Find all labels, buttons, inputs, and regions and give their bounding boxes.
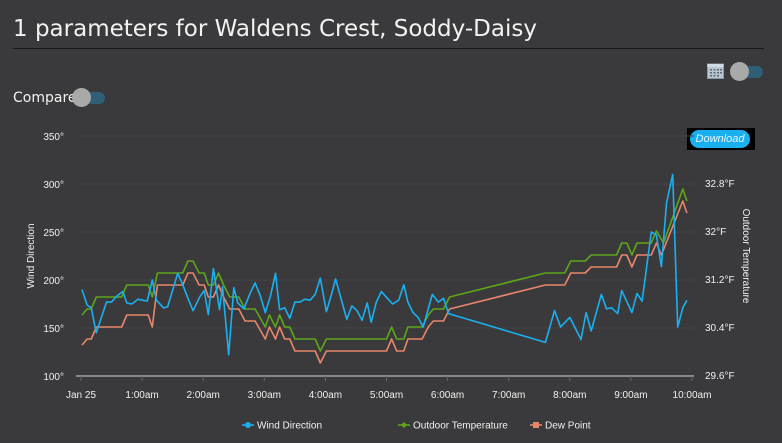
legend-item-label: Dew Point [545,421,591,432]
legend-item-label: Wind Direction [257,421,322,432]
x-tick-label: 9:00am [614,390,647,401]
series-line-outdoor-temperature [81,188,688,352]
y-left-tick-label: 250° [43,228,64,239]
y-left-tick-label: 150° [43,324,64,335]
y-left-axis-title: Wind Direction [26,223,37,288]
compare-toggle[interactable] [72,88,105,107]
toggle-knob [72,88,91,107]
y-right-tick-label: 29.6°F [705,371,735,382]
x-tick-label: 6:00am [431,390,464,401]
x-tick-label: 5:00am [370,390,403,401]
x-tick-label: 7:00am [492,390,525,401]
x-tick-label: 1:00am [125,390,158,401]
y-right-tick-label: 32.8°F [705,179,735,190]
date-range-toggle[interactable] [730,62,763,81]
legend-marker-square [533,422,539,428]
download-button-frame: Download [687,128,755,150]
y-left-tick-label: 200° [43,276,64,287]
series-line-wind-direction [81,173,688,356]
toggle-knob [730,62,749,81]
title-divider [13,48,764,49]
legend-marker-circle [245,422,251,428]
page-title: 1 parameters for Waldens Crest, Soddy-Da… [13,16,537,42]
x-tick-label: 10:00am [673,390,712,401]
x-tick-label: 4:00am [309,390,342,401]
x-tick-label: Jan 25 [66,390,96,401]
y-right-tick-label: 30.4°F [705,323,735,334]
y-right-tick-label: 32°F [705,227,726,238]
y-left-tick-label: 300° [43,180,64,191]
series-line-dew-point [81,200,688,364]
legend-marker-diamond [401,422,407,428]
download-button[interactable]: Download [690,130,750,148]
compare-label: Compare [13,90,77,106]
y-right-tick-label: 31.2°F [705,275,735,286]
y-right-axis-title: Outdoor Temperature [740,209,751,304]
x-tick-label: 3:00am [248,390,281,401]
legend-item-label: Outdoor Temperature [413,421,508,432]
x-tick-label: 8:00am [553,390,586,401]
y-left-tick-label: 100° [43,372,64,383]
y-left-tick-label: 350° [43,132,64,143]
x-tick-label: 2:00am [187,390,220,401]
calendar-icon[interactable] [707,62,724,79]
